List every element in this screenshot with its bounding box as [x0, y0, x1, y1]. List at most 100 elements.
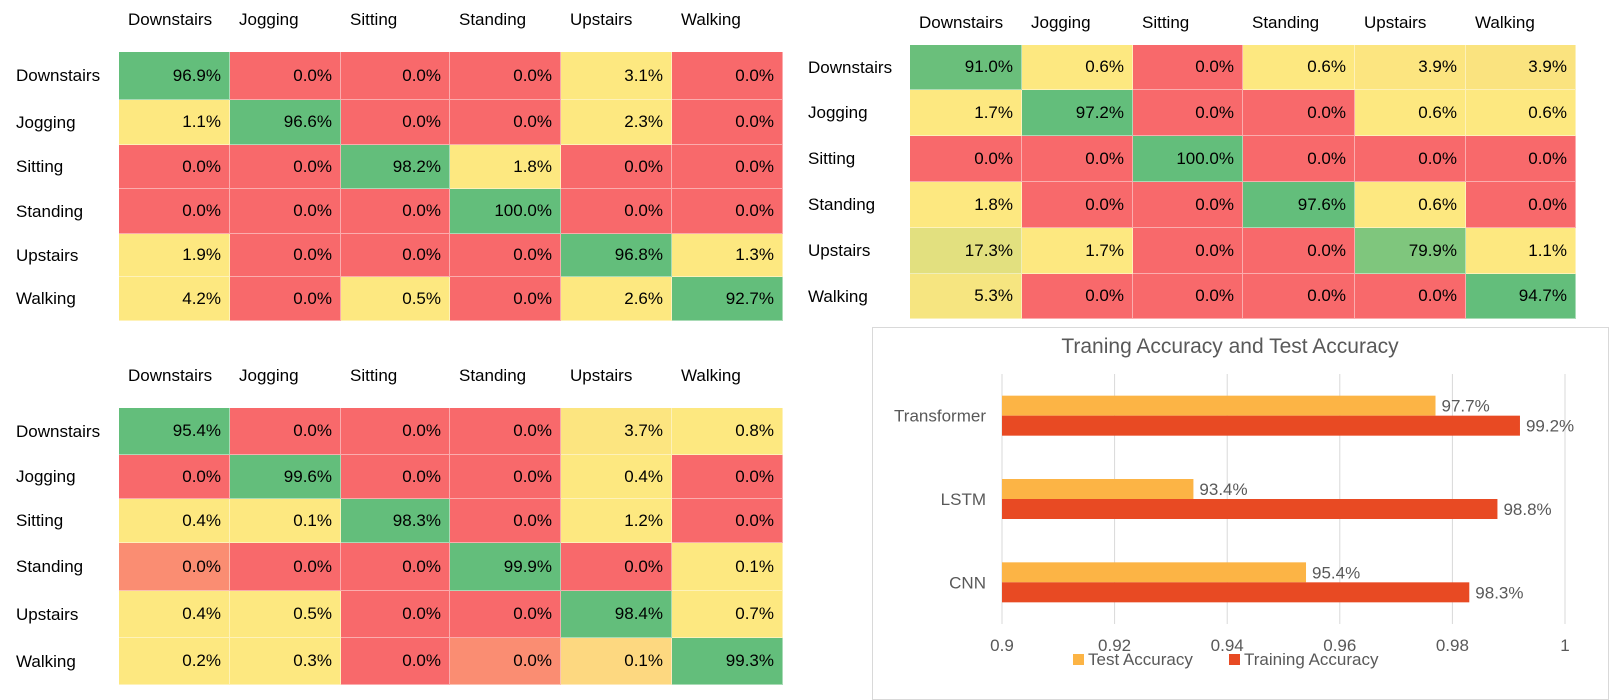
- matrix-row-label: Downstairs: [16, 66, 101, 85]
- matrix-cell: 0.0%: [672, 499, 783, 543]
- matrix-cell: 99.6%: [230, 455, 341, 499]
- matrix-column-header: Downstairs: [128, 366, 213, 385]
- test-accuracy-bar: [1002, 479, 1194, 499]
- matrix-cell: 2.3%: [561, 100, 672, 145]
- training-accuracy-bar: [1002, 499, 1498, 519]
- matrix-column-header: Downstairs: [128, 10, 213, 29]
- matrix-cell: 0.6%: [1466, 90, 1576, 136]
- matrix-cell: 0.0%: [1466, 136, 1576, 182]
- matrix-cell: 0.0%: [341, 100, 450, 145]
- matrix-cell: 0.0%: [341, 591, 450, 638]
- matrix-cell: 0.0%: [1243, 90, 1355, 136]
- matrix-column-header: Jogging: [1031, 13, 1091, 32]
- matrix-cell: 95.4%: [119, 408, 230, 455]
- x-tick-label: 0.96: [1323, 636, 1356, 655]
- matrix-cell: 0.0%: [450, 52, 561, 100]
- matrix-column-header: Walking: [1475, 13, 1535, 32]
- matrix-cell: 3.9%: [1355, 45, 1466, 90]
- matrix-cell: 0.0%: [450, 234, 561, 277]
- x-tick-label: 0.98: [1436, 636, 1469, 655]
- matrix-cell: 100.0%: [1133, 136, 1243, 182]
- matrix-cell: 0.6%: [1355, 182, 1466, 228]
- matrix-cell: 0.0%: [230, 408, 341, 455]
- x-tick-label: 1: [1560, 636, 1569, 655]
- matrix-cell: 0.0%: [561, 189, 672, 234]
- matrix-cell: 98.3%: [341, 499, 450, 543]
- matrix-cell: 0.0%: [1133, 228, 1243, 274]
- matrix-cell: 5.3%: [910, 274, 1022, 319]
- matrix-cell: 3.7%: [561, 408, 672, 455]
- matrix-cell: 0.0%: [910, 136, 1022, 182]
- matrix-column-header: Jogging: [239, 366, 299, 385]
- matrix-cell: 0.0%: [119, 543, 230, 591]
- matrix-cell: 0.0%: [1022, 274, 1133, 319]
- accuracy-chart-panel: Traning Accuracy and Test Accuracy 0.9 0.9…: [872, 327, 1609, 700]
- matrix-cell: 0.0%: [341, 189, 450, 234]
- test-accuracy-bar: [1002, 562, 1307, 583]
- matrix-cell: 0.0%: [1243, 228, 1355, 274]
- bar-data-label: 99.2%: [1526, 417, 1574, 436]
- matrix-cell: 0.0%: [119, 455, 230, 499]
- matrix-row-label: Standing: [16, 557, 84, 576]
- matrix-cell: 0.0%: [672, 455, 783, 499]
- category-label: Transformer: [894, 407, 986, 426]
- matrix-row-label: Walking: [808, 286, 868, 306]
- matrix-cell: 1.3%: [672, 234, 783, 277]
- matrix-cell: 2.6%: [561, 277, 672, 321]
- matrix-column-header: Standing: [459, 10, 527, 29]
- matrix-cell: 0.0%: [230, 52, 341, 100]
- accuracy-bar-chart: Traning Accuracy and Test Accuracy 0.9 0.9…: [894, 335, 1574, 669]
- matrix-row-label: Downstairs: [16, 421, 101, 441]
- matrix-cell: 0.0%: [230, 234, 341, 277]
- matrix-row-label: Sitting: [808, 149, 856, 168]
- matrix-cell: 0.0%: [341, 52, 450, 100]
- matrix-cell: 0.0%: [1133, 90, 1243, 136]
- matrix-cell: 0.0%: [450, 455, 561, 499]
- matrix-cell: 92.7%: [672, 277, 783, 321]
- matrix-column-header: Standing: [459, 366, 527, 385]
- matrix-column-header: Upstairs: [1364, 13, 1427, 32]
- matrix-cell: 1.9%: [119, 234, 230, 277]
- matrix-column-header: Downstairs: [919, 13, 1004, 32]
- matrix-row-label: Jogging: [16, 467, 76, 486]
- matrix-cell: 79.9%: [1355, 228, 1466, 274]
- matrix-column-header: Jogging: [239, 10, 299, 29]
- matrix-cell: 0.4%: [561, 455, 672, 499]
- matrix-cell: 91.0%: [910, 45, 1022, 90]
- matrix-cell: 96.6%: [230, 100, 341, 145]
- training-accuracy-bar: [1002, 582, 1470, 603]
- matrix-cell: 98.2%: [341, 145, 450, 189]
- matrix-cell: 0.0%: [450, 499, 561, 543]
- matrix-cell: 0.0%: [450, 100, 561, 145]
- matrix-cell: 0.0%: [1133, 274, 1243, 319]
- matrix-column-header: Walking: [681, 10, 741, 29]
- matrix-cell: 0.4%: [119, 499, 230, 543]
- matrix-cell: 99.3%: [672, 638, 783, 685]
- matrix-cell: 96.9%: [119, 52, 230, 100]
- matrix-cell: 0.0%: [230, 543, 341, 591]
- test-accuracy-bar: [1002, 395, 1436, 416]
- bar-data-label: 97.7%: [1442, 397, 1490, 416]
- matrix-cell: 98.4%: [561, 591, 672, 638]
- matrix-cell: 0.0%: [450, 638, 561, 685]
- matrix-row-label: Upstairs: [16, 245, 79, 265]
- matrix-cell: 97.2%: [1022, 90, 1133, 136]
- matrix-cell: 96.8%: [561, 234, 672, 277]
- matrix-cell: 97.6%: [1243, 182, 1355, 228]
- matrix-cell: 0.0%: [1022, 136, 1133, 182]
- bar-data-label: 98.8%: [1503, 500, 1551, 519]
- x-tick-label: 0.9: [990, 636, 1014, 655]
- matrix-column-header: Sitting: [350, 10, 398, 29]
- x-tick-label: 0.94: [1211, 636, 1244, 655]
- legend-swatch: [1073, 654, 1084, 665]
- bar-data-label: 93.4%: [1199, 480, 1247, 499]
- matrix-column-header: Upstairs: [570, 10, 633, 29]
- matrix-row-label: Jogging: [808, 103, 868, 122]
- matrix-row-label: Sitting: [16, 511, 64, 530]
- matrix-cell: 0.0%: [672, 100, 783, 145]
- matrix-cell: 0.6%: [1022, 45, 1133, 90]
- matrix-cell: 0.0%: [561, 543, 672, 591]
- matrix-cell: 0.0%: [341, 234, 450, 277]
- matrix-cell: 0.0%: [450, 591, 561, 638]
- matrix-cell: 4.2%: [119, 277, 230, 321]
